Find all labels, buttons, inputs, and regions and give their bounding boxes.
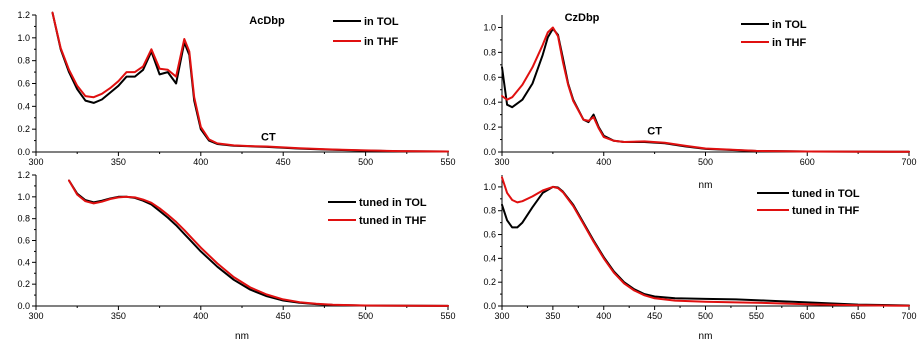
x-tick-label: 400 <box>596 157 611 167</box>
y-tick-label: 0.0 <box>483 147 496 157</box>
x-tick-label: 350 <box>111 157 126 167</box>
y-tick-label: 0.2 <box>17 279 30 289</box>
legend-label: tuned in THF <box>359 215 426 227</box>
x-tick-label: 300 <box>28 157 43 167</box>
legend-label: in TOL <box>772 19 807 31</box>
y-tick-label: 0.0 <box>17 147 30 157</box>
x-tick-label: 450 <box>647 311 662 321</box>
x-tick-label: 600 <box>800 157 815 167</box>
legend-label: tuned in TOL <box>359 197 427 209</box>
x-tick-label: 400 <box>596 311 611 321</box>
legend: tuned in TOL tuned in THF <box>328 197 427 227</box>
legend: in TOL in THF <box>741 19 807 49</box>
x-tick-label: 500 <box>698 157 713 167</box>
y-tick-label: 0.6 <box>17 236 30 246</box>
chart-title: CzDbp <box>565 12 600 24</box>
y-tick-label: 0.4 <box>17 257 30 267</box>
x-tick-label: 450 <box>276 157 291 167</box>
y-tick-label: 0.8 <box>483 47 496 57</box>
x-tick-label: 350 <box>545 311 560 321</box>
x-tick-label: 300 <box>28 311 43 321</box>
x-tick-label: 400 <box>193 311 208 321</box>
y-tick-label: 0.6 <box>483 230 496 240</box>
chart-panel-4: 300 350 400 450 500 550 600 650 700 0.0 0.2 0.4 0.6 0… <box>483 175 917 342</box>
x-tick-label: 700 <box>901 157 916 167</box>
x-tick-label: 400 <box>193 157 208 167</box>
y-tick-label: 0.8 <box>17 214 30 224</box>
legend-label: tuned in THF <box>792 205 859 217</box>
y-tick-label: 1.0 <box>17 192 30 202</box>
y-tick-label: 1.0 <box>483 22 496 32</box>
legend-label: in THF <box>364 36 398 48</box>
x-axis-title: nm <box>699 180 713 191</box>
x-tick-label: 500 <box>698 311 713 321</box>
x-tick-label: 350 <box>111 311 126 321</box>
y-tick-label: 0.0 <box>17 301 30 311</box>
y-tick-label: 1.2 <box>17 10 30 20</box>
legend: in TOL in THF <box>333 16 399 48</box>
x-tick-label: 550 <box>749 311 764 321</box>
legend: tuned in TOL tuned in THF <box>757 188 860 217</box>
series-line-2 <box>51 11 449 153</box>
y-tick-label: 0.6 <box>483 72 496 82</box>
x-axis-title: nm <box>235 331 249 342</box>
x-tick-label: 600 <box>800 311 815 321</box>
y-tick-label: 0.4 <box>17 101 30 111</box>
chart-panel-3: 300 350 400 450 500 550 0.0 0.2 0.4 0.6 0.8 1.0 1.2 t… <box>17 170 455 342</box>
annotation-label: CT <box>261 132 276 144</box>
x-axis-title: nm <box>699 331 713 342</box>
x-tick-label: 650 <box>851 311 866 321</box>
y-tick-label: 0.8 <box>17 56 30 66</box>
y-tick-label: 0.6 <box>17 79 30 89</box>
legend-label: in THF <box>772 37 806 49</box>
x-tick-label: 300 <box>494 157 509 167</box>
x-tick-label: 500 <box>358 311 373 321</box>
legend-label: in TOL <box>364 16 399 28</box>
annotation-label: CT <box>647 126 662 138</box>
y-tick-label: 0.8 <box>483 206 496 216</box>
y-tick-label: 1.2 <box>17 170 30 180</box>
y-tick-label: 0.2 <box>483 122 496 132</box>
x-tick-label: 550 <box>440 157 455 167</box>
y-tick-label: 1.0 <box>483 182 496 192</box>
x-tick-label: 550 <box>440 311 455 321</box>
series-line-2 <box>68 179 449 307</box>
x-tick-label: 300 <box>494 311 509 321</box>
y-tick-label: 0.2 <box>17 124 30 134</box>
chart-panel-2: 300 400 500 600 700 0.0 0.2 0.4 0.6 0.8 1.0 CzDbp CT… <box>483 12 916 191</box>
legend-label: tuned in TOL <box>792 188 860 200</box>
y-tick-label: 1.0 <box>17 33 30 43</box>
series-line-1 <box>501 27 910 153</box>
y-tick-label: 0.4 <box>483 97 496 107</box>
x-tick-label: 500 <box>358 157 373 167</box>
series-line-1 <box>51 11 449 153</box>
y-tick-label: 0.2 <box>483 277 496 287</box>
chart-title: AcDbp <box>249 15 285 27</box>
x-tick-label: 450 <box>276 311 291 321</box>
y-tick-label: 0.4 <box>483 253 496 263</box>
y-tick-label: 0.0 <box>483 301 496 311</box>
chart-panel-1: 300 350 400 450 500 550 0.0 0.2 0.4 0.6 0.8 1.0 1.2 A… <box>17 10 455 167</box>
x-tick-label: 700 <box>901 311 916 321</box>
series-line-2 <box>501 26 910 153</box>
series-line-2 <box>501 176 910 307</box>
